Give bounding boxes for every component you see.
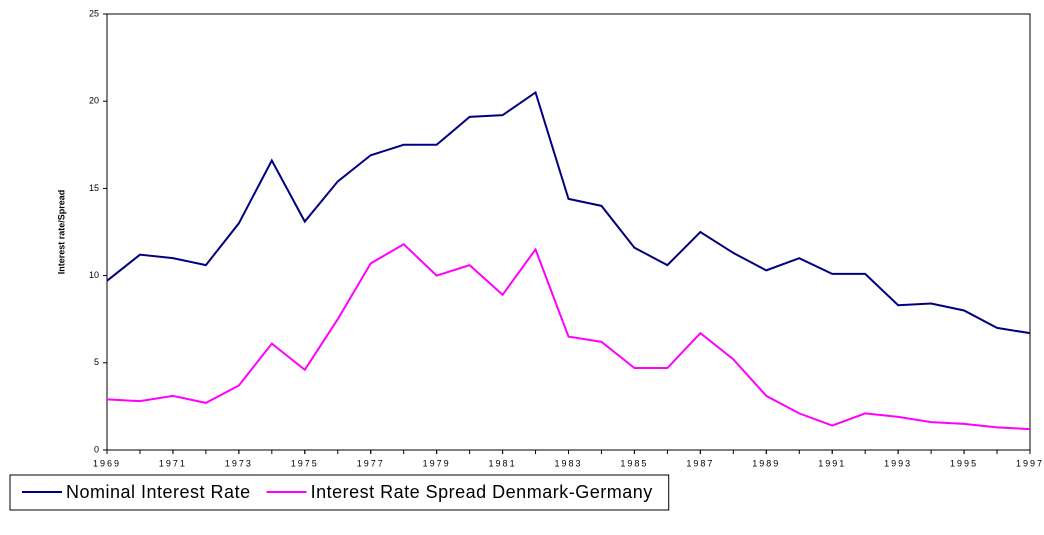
x-tick-label: 1997 — [1016, 458, 1044, 468]
legend-box — [9, 474, 670, 511]
y-tick-label: 15 — [89, 183, 99, 193]
x-tick-label: 1985 — [620, 458, 648, 468]
x-tick-label: 1973 — [225, 458, 253, 468]
y-tick-label: 20 — [89, 96, 99, 106]
legend-label: Nominal Interest Rate — [66, 482, 251, 502]
legend-label: Interest Rate Spread Denmark-Germany — [311, 482, 653, 502]
x-tick-label: 1989 — [752, 458, 780, 468]
y-tick-label: 5 — [94, 357, 99, 367]
series-line — [106, 90, 1031, 335]
x-tick-label: 1977 — [357, 458, 385, 468]
legend: Nominal Interest Rate Interest Rate Sprea… — [9, 474, 670, 511]
x-tick-label: 1983 — [554, 458, 582, 468]
x-tick-label: 1981 — [489, 458, 517, 468]
x-tick-label: 1987 — [686, 458, 714, 468]
x-tick-label: 1991 — [818, 458, 846, 468]
y-tick-label: 0 — [94, 444, 99, 454]
y-axis-label: Interest rate/Spread — [56, 190, 66, 275]
x-tick-label: 1971 — [159, 458, 187, 468]
x-tick-label: 1993 — [884, 458, 912, 468]
x-tick-label: 1979 — [423, 458, 451, 468]
x-tick-label: 1975 — [291, 458, 319, 468]
x-tick-label: 1969 — [93, 458, 121, 468]
plot-area — [106, 13, 1031, 451]
series-line — [106, 242, 1031, 431]
y-tick-label: 25 — [89, 8, 99, 18]
x-tick-label: 1995 — [950, 458, 978, 468]
y-tick-label: 10 — [89, 270, 99, 280]
